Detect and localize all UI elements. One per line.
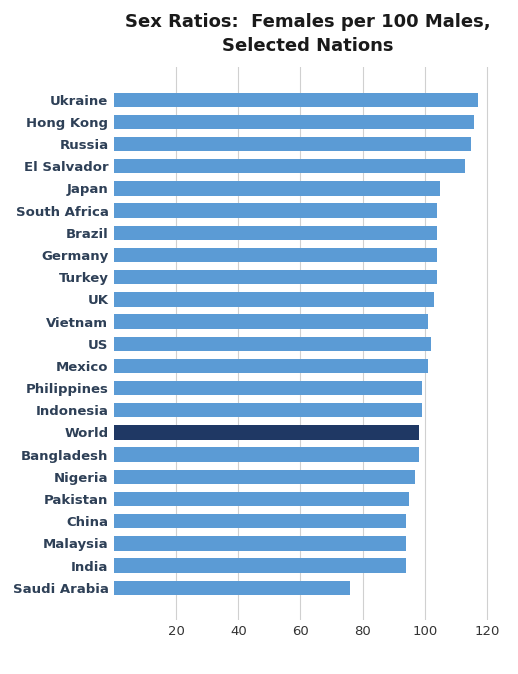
Bar [114,204,437,218]
Bar [114,314,428,329]
Bar [114,403,422,417]
Bar [114,470,415,484]
Bar [114,181,440,195]
Bar [114,359,428,373]
Bar [114,558,406,573]
Bar [114,270,437,284]
Bar [114,292,434,307]
Bar [114,580,350,595]
Bar [114,448,419,462]
Bar [114,226,437,240]
Bar [114,425,419,439]
Bar [114,514,406,528]
Bar [114,115,474,129]
Bar [114,381,422,396]
Title: Sex Ratios:  Females per 100 Males,
Selected Nations: Sex Ratios: Females per 100 Males, Selec… [125,13,491,55]
Bar [114,92,478,107]
Bar [114,492,409,506]
Bar [114,537,406,551]
Bar [114,137,471,151]
Bar [114,159,465,173]
Bar [114,248,437,262]
Bar [114,336,431,351]
